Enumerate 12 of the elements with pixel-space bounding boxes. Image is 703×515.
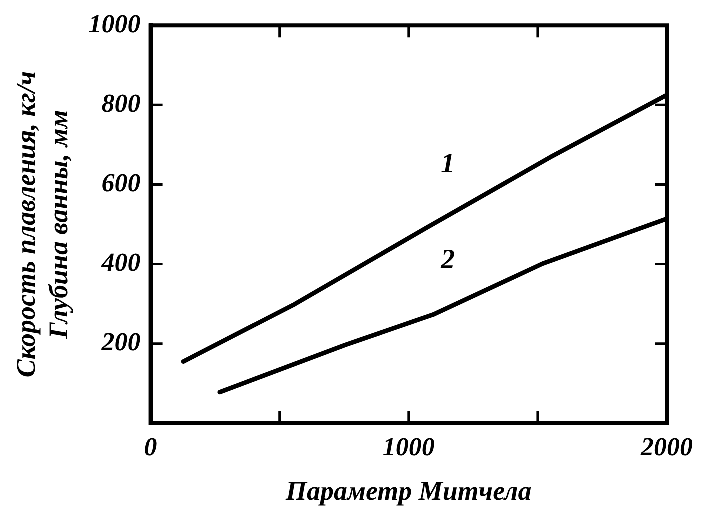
series-label: 2	[440, 244, 456, 276]
x-axis-title: Параметр Митчела	[285, 476, 532, 506]
y-tick-label: 1000	[88, 9, 141, 38]
y-tick-label: 200	[100, 328, 141, 357]
series-label: 1	[441, 148, 456, 180]
y-axis-title: Скорость плавления, кг/ч Глубина ванны, мм	[11, 71, 74, 378]
x-tick-label: 1000	[382, 432, 435, 462]
y-tick-label: 800	[102, 88, 141, 118]
x-tick-label: 2000	[640, 432, 693, 462]
y-tick-label: 600	[102, 168, 141, 198]
x-tick-label: 0	[144, 432, 158, 462]
y-tick-label: 400	[100, 248, 141, 277]
